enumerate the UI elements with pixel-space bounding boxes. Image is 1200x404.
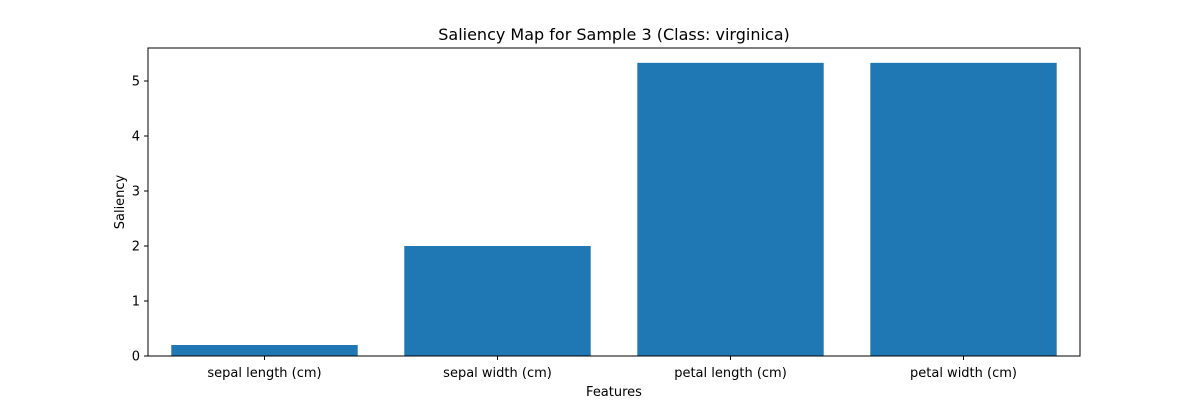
x-tick-label: petal length (cm) — [674, 366, 787, 381]
y-tick-label: 0 — [132, 350, 140, 365]
x-tick-label: petal width (cm) — [910, 366, 1017, 381]
y-tick-label: 1 — [132, 295, 140, 310]
x-axis-label: Features — [586, 385, 642, 400]
x-tick-label: sepal length (cm) — [207, 366, 321, 381]
y-axis-ticks: 0 1 2 3 4 5 — [132, 75, 148, 365]
plot-area-frame — [147, 47, 1081, 357]
y-tick-label: 3 — [132, 185, 140, 200]
bar-2 — [404, 246, 591, 356]
bars-group — [171, 62, 1057, 356]
x-axis-ticks: sepal length (cm) sepal width (cm) petal l… — [207, 356, 1017, 381]
x-tick-label: sepal width (cm) — [443, 366, 552, 381]
y-axis-label: Saliency — [113, 174, 128, 229]
bar-4 — [870, 62, 1057, 356]
bar-1 — [171, 345, 358, 356]
y-tick-label: 4 — [132, 130, 140, 145]
chart-title: Saliency Map for Sample 3 (Class: virgin… — [438, 25, 790, 44]
bar-3 — [637, 62, 824, 356]
y-tick-label: 5 — [132, 75, 140, 90]
y-tick-label: 2 — [132, 240, 140, 255]
